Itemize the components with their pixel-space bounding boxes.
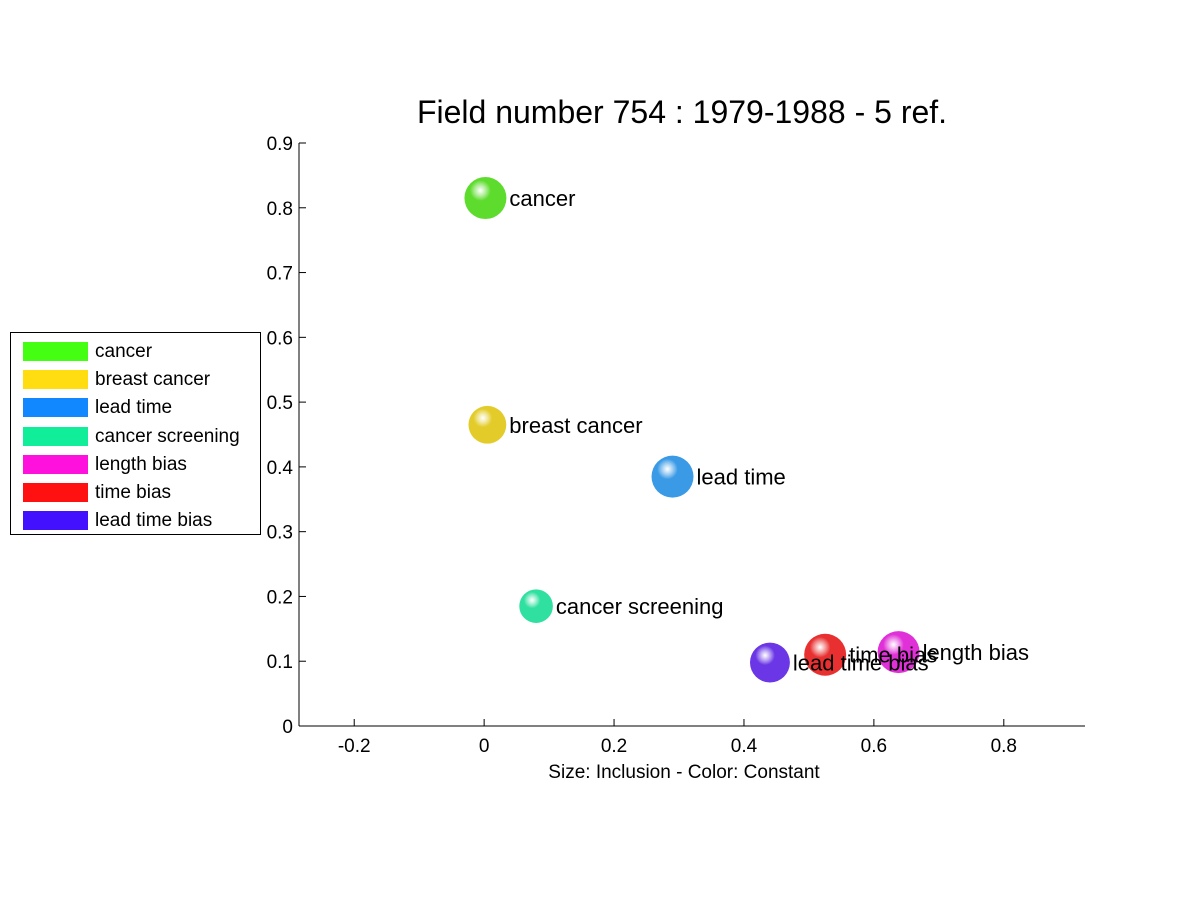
y-tick-label: 0.9 <box>267 134 293 155</box>
legend-swatch <box>23 483 88 502</box>
legend-swatch <box>23 426 88 446</box>
x-tick-label: -0.2 <box>338 736 371 757</box>
legend-label: cancer <box>95 341 153 362</box>
legend-swatch <box>23 370 88 390</box>
axes: -0.2 0 0.2 0.4 0.6 0.8 0 0.1 0.2 0.3 0.4 0.5 0.6 0.7 0… <box>267 134 1085 757</box>
point-cancer <box>464 177 507 220</box>
y-tick-label: 0.7 <box>267 264 293 285</box>
x-tick-label: 0.6 <box>861 736 887 757</box>
x-axis-label: Size: Inclusion - Color: Constant <box>548 762 820 783</box>
y-tick-label: 0.8 <box>267 199 293 220</box>
point-label: time bias <box>849 643 937 668</box>
point-lead-time <box>651 455 694 498</box>
point-time-bias <box>804 633 847 676</box>
y-tick-label: 0.2 <box>267 587 293 608</box>
point-breast-cancer <box>468 405 507 444</box>
point-label: lead time bias <box>793 651 929 676</box>
x-tick-label: 0.8 <box>991 736 1017 757</box>
y-tick-label: 0.4 <box>267 458 294 479</box>
legend-swatch <box>23 511 88 531</box>
legend-swatch <box>23 342 88 361</box>
point-label: cancer <box>509 186 575 211</box>
y-tick-label: 0.6 <box>267 328 293 349</box>
point-length-bias <box>877 631 920 674</box>
x-tick-label: 0.4 <box>731 736 758 757</box>
legend-label: time bias <box>95 482 172 503</box>
point-lead-time-bias <box>750 642 790 683</box>
x-tick-label: 0 <box>479 736 490 757</box>
data-points: cancer breast cancer lead time cancer scree… <box>464 177 1029 683</box>
y-tick-label: 0.3 <box>267 523 293 544</box>
chart-title: Field number 754 : 1979-1988 - 5 ref. <box>417 94 947 130</box>
point-label: length bias <box>923 640 1029 665</box>
point-label: breast cancer <box>509 413 642 438</box>
legend-swatch <box>23 454 88 474</box>
legend-label: lead time bias <box>95 510 213 532</box>
legend-label: lead time <box>95 397 173 419</box>
point-label: lead time <box>697 465 786 490</box>
legend-label: cancer screening <box>95 425 240 447</box>
y-tick-label: 0.1 <box>267 652 293 673</box>
legend-label: breast cancer <box>95 369 211 391</box>
point-label: cancer screening <box>556 594 724 619</box>
legend: cancer breast cancer lead time cancer scree… <box>10 332 261 535</box>
x-tick-label: 0.2 <box>601 736 627 757</box>
y-tick-label: 0 <box>282 717 293 738</box>
point-cancer-screening <box>519 589 553 623</box>
legend-label: length bias <box>95 453 187 475</box>
legend-swatch <box>23 398 88 418</box>
y-tick-label: 0.5 <box>267 393 293 414</box>
